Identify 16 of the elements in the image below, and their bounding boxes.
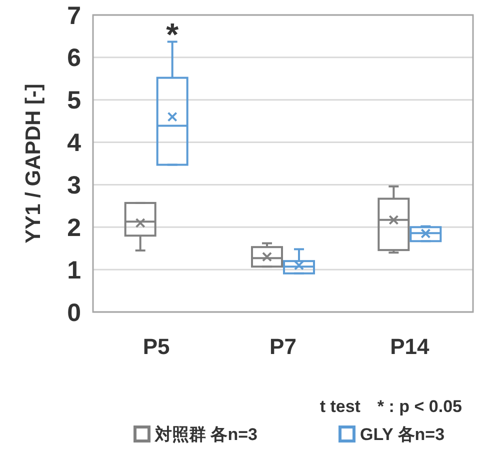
text: t test * : p < 0.05	[320, 397, 462, 416]
legend-label: 対照群 各n=3	[154, 425, 258, 444]
y-axis-title: YY1 / GAPDH [-]	[22, 84, 45, 244]
x-tick-label: P14	[390, 334, 430, 359]
annotation: *	[166, 16, 180, 52]
y-tick-label: 3	[67, 171, 81, 200]
x-tick-label: P5	[142, 334, 170, 359]
y-tick-label: 2	[67, 214, 81, 242]
y-tick-label: 0	[67, 298, 81, 327]
y-tick-label: 1	[67, 256, 82, 284]
y-tick-label: 6	[67, 44, 81, 72]
y-tick-label: 4	[67, 129, 82, 158]
legend-label: GLY 各n=3	[360, 425, 445, 444]
y-tick-label: 5	[67, 86, 82, 115]
y-tick-label: 7	[67, 2, 81, 30]
x-tick-label: P7	[270, 334, 296, 359]
